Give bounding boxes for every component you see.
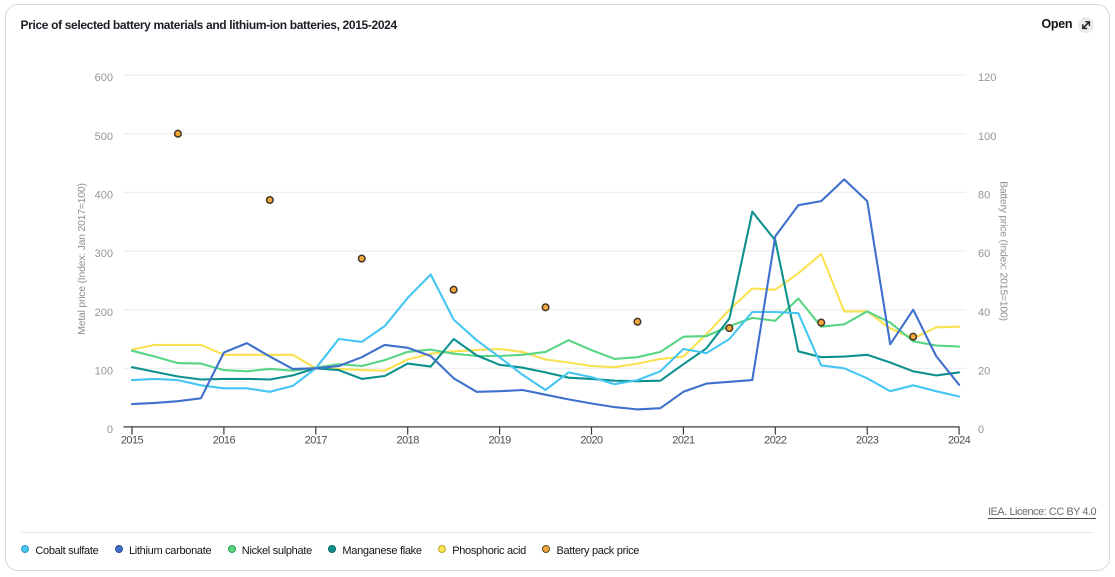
svg-text:20: 20 bbox=[978, 365, 990, 377]
svg-text:400: 400 bbox=[95, 189, 113, 201]
svg-text:60: 60 bbox=[978, 248, 990, 260]
svg-text:100: 100 bbox=[95, 365, 113, 377]
svg-text:2023: 2023 bbox=[856, 435, 879, 447]
svg-text:2015: 2015 bbox=[121, 435, 144, 447]
svg-text:2016: 2016 bbox=[213, 435, 236, 447]
svg-text:2020: 2020 bbox=[580, 435, 603, 447]
svg-text:80: 80 bbox=[978, 189, 990, 201]
svg-text:0: 0 bbox=[978, 424, 984, 436]
svg-text:300: 300 bbox=[95, 248, 113, 260]
svg-text:2022: 2022 bbox=[764, 435, 787, 447]
svg-text:2019: 2019 bbox=[488, 435, 511, 447]
svg-text:2017: 2017 bbox=[305, 435, 328, 447]
svg-text:Battery price (Index: 2015=100: Battery price (Index: 2015=100) bbox=[998, 181, 1010, 321]
svg-text:Metal price (Index: Jan 2017=1: Metal price (Index: Jan 2017=100) bbox=[76, 183, 88, 334]
svg-text:2021: 2021 bbox=[672, 435, 695, 447]
svg-text:0: 0 bbox=[107, 424, 113, 436]
svg-text:40: 40 bbox=[978, 307, 990, 319]
svg-text:2024: 2024 bbox=[948, 435, 971, 447]
svg-text:100: 100 bbox=[978, 131, 996, 143]
svg-text:200: 200 bbox=[95, 307, 113, 319]
svg-text:600: 600 bbox=[95, 72, 113, 84]
svg-text:2018: 2018 bbox=[397, 435, 420, 447]
svg-text:120: 120 bbox=[978, 72, 996, 84]
svg-text:500: 500 bbox=[95, 131, 113, 143]
